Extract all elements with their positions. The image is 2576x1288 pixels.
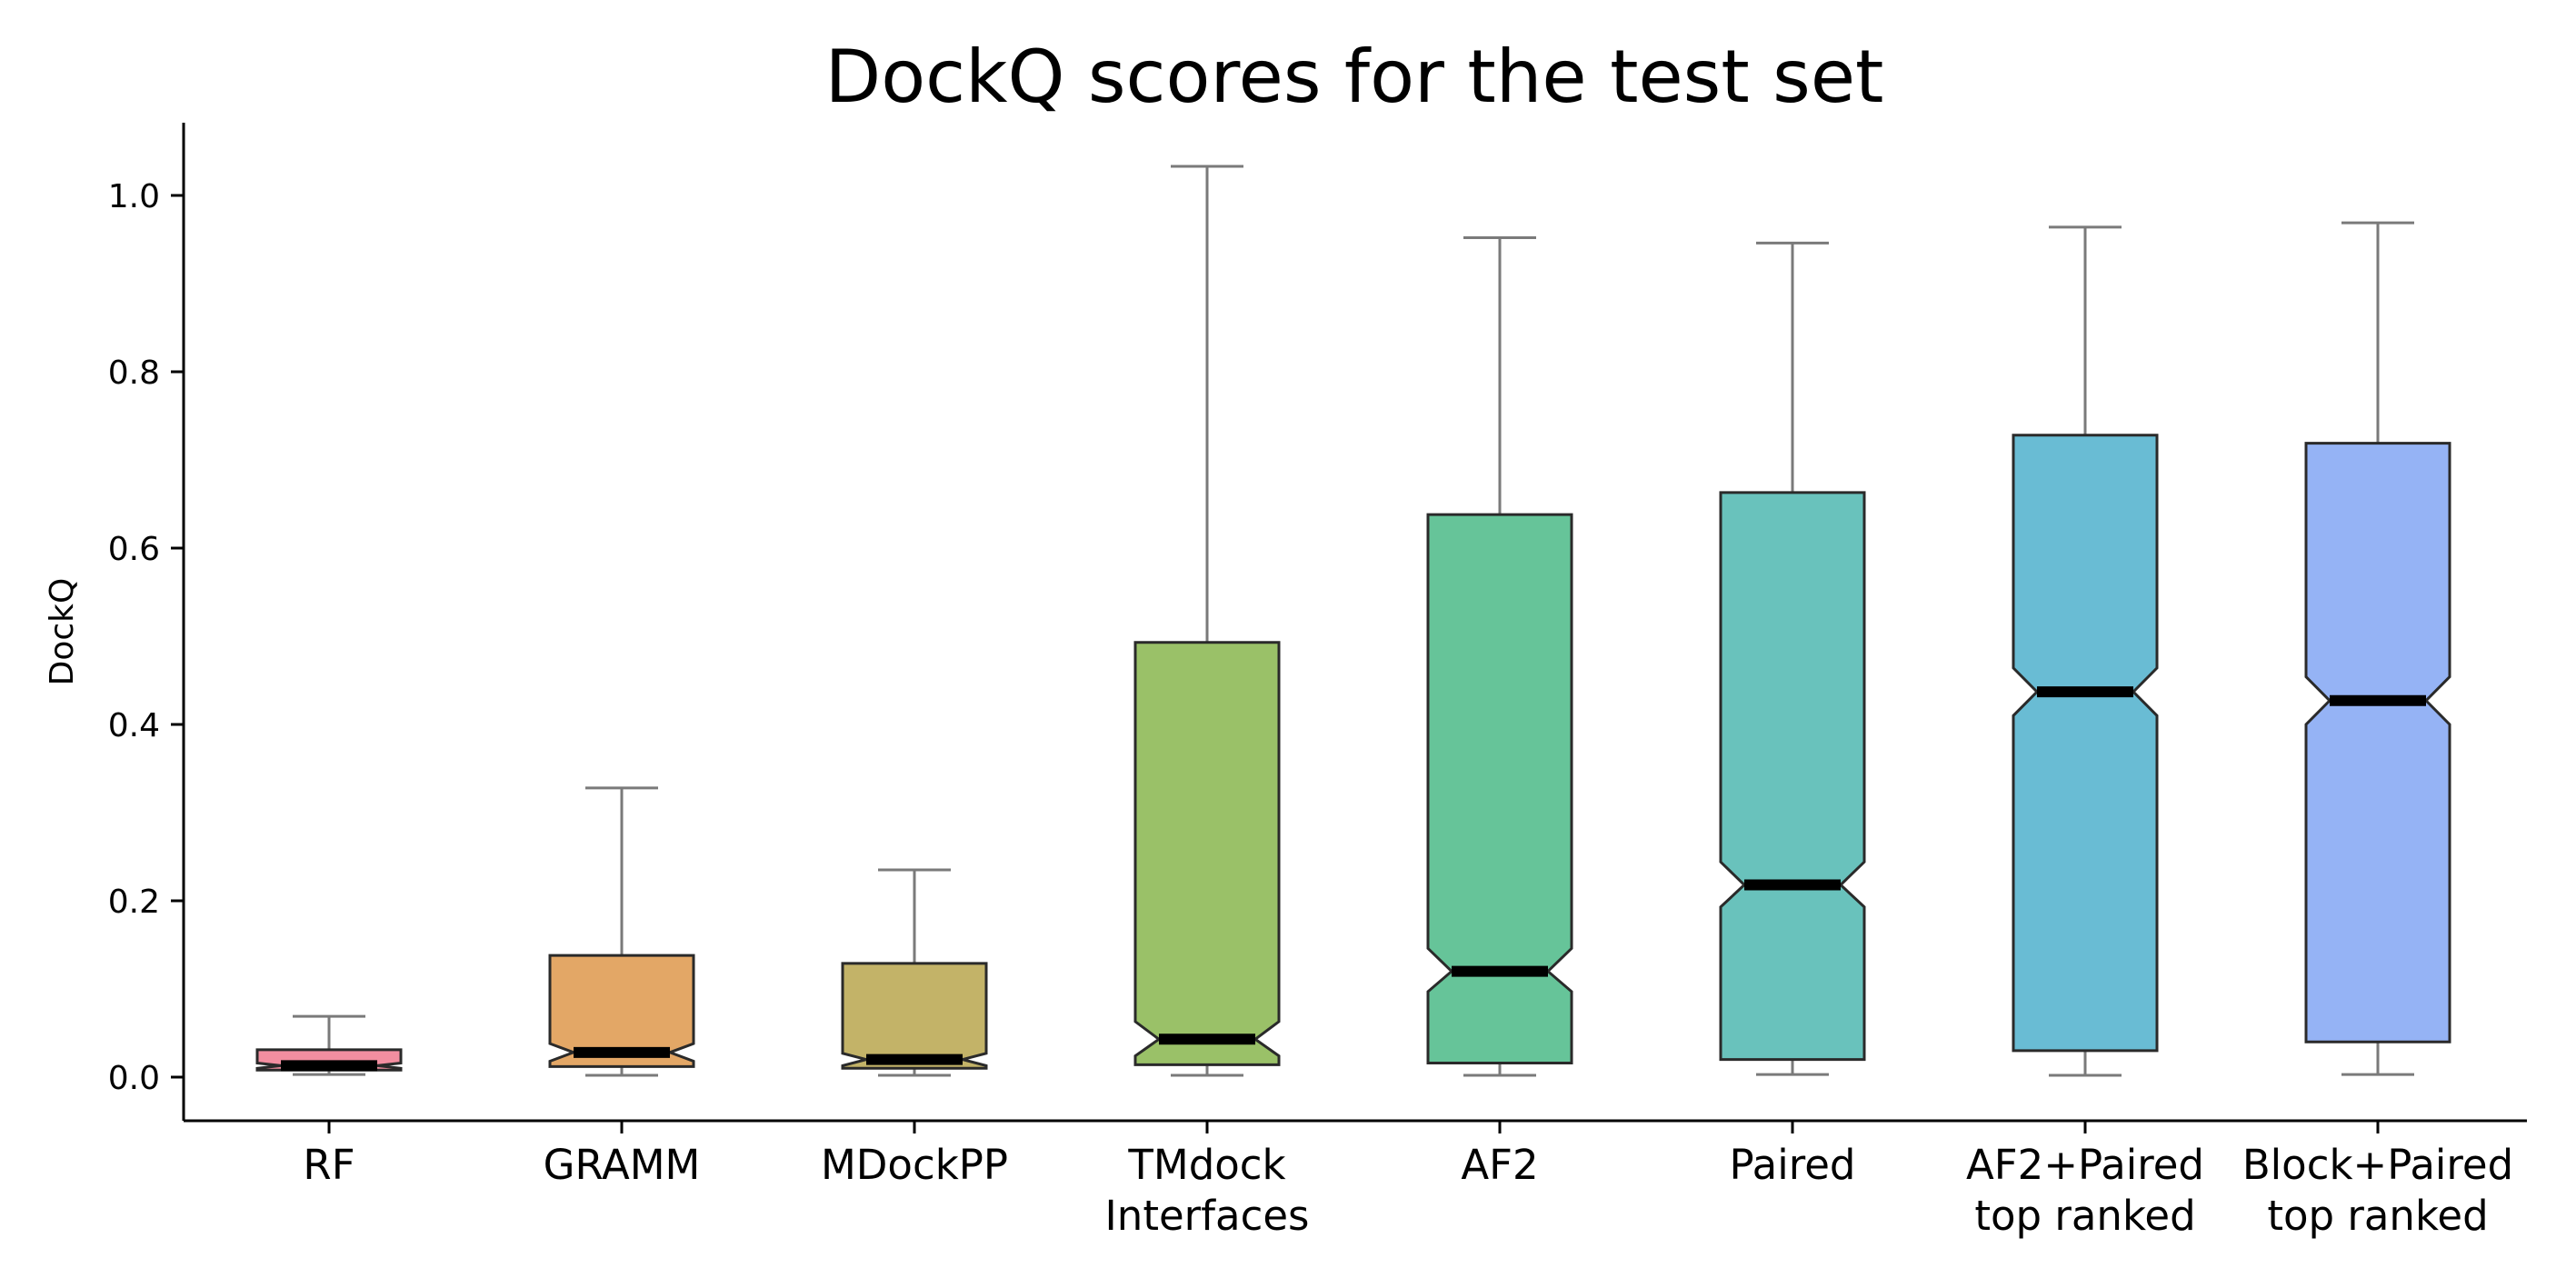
box-af2-paired-top-ranked xyxy=(2012,225,2159,1077)
box-gramm xyxy=(548,786,695,1077)
y-tick-label: 0.8 xyxy=(108,354,160,392)
x-axis-ticks: RF GRAMM MDockPP TMdock Interfaces AF2 Paired A… xyxy=(303,1121,2513,1240)
box-body xyxy=(841,962,988,1070)
box-body xyxy=(2012,434,2159,1053)
box-body xyxy=(1426,513,1573,1064)
box-block-paired-top-ranked xyxy=(2304,221,2451,1076)
y-tick-label: 0.6 xyxy=(108,531,160,568)
axes xyxy=(182,123,2527,1123)
box-mdockpp xyxy=(841,868,988,1077)
boxes xyxy=(255,165,2451,1077)
x-tick-label: RF xyxy=(303,1141,354,1189)
x-tick-label: AF2 xyxy=(1461,1141,1538,1189)
x-tick-label: GRAMM xyxy=(544,1141,701,1189)
y-tick-label: 0.2 xyxy=(108,884,160,921)
box-tmdock-interfaces xyxy=(1133,165,1281,1077)
chart-title: DockQ scores for the test set xyxy=(825,35,1884,119)
y-tick-label: 0.0 xyxy=(108,1060,160,1097)
box-body xyxy=(1133,641,1281,1066)
x-tick-label: Paired xyxy=(1730,1141,1856,1189)
box-body xyxy=(548,954,695,1068)
x-tick-label: Block+Paired top ranked xyxy=(2242,1141,2513,1240)
box-body xyxy=(2304,442,2451,1043)
x-tick-label: MDockPP xyxy=(821,1141,1008,1189)
y-axis-ticks: 0.0 0.2 0.4 0.6 0.8 1.0 xyxy=(108,178,184,1097)
box-body xyxy=(1719,491,1866,1062)
y-axis-label: DockQ xyxy=(44,578,81,686)
x-tick-label: TMdock Interfaces xyxy=(1105,1141,1310,1240)
y-tick-label: 1.0 xyxy=(108,178,160,215)
box-af2 xyxy=(1426,236,1573,1077)
box-paired xyxy=(1719,241,1866,1076)
box-rf xyxy=(255,1014,403,1076)
y-tick-label: 0.4 xyxy=(108,707,160,744)
x-tick-label: AF2+Paired top ranked xyxy=(1966,1141,2204,1240)
